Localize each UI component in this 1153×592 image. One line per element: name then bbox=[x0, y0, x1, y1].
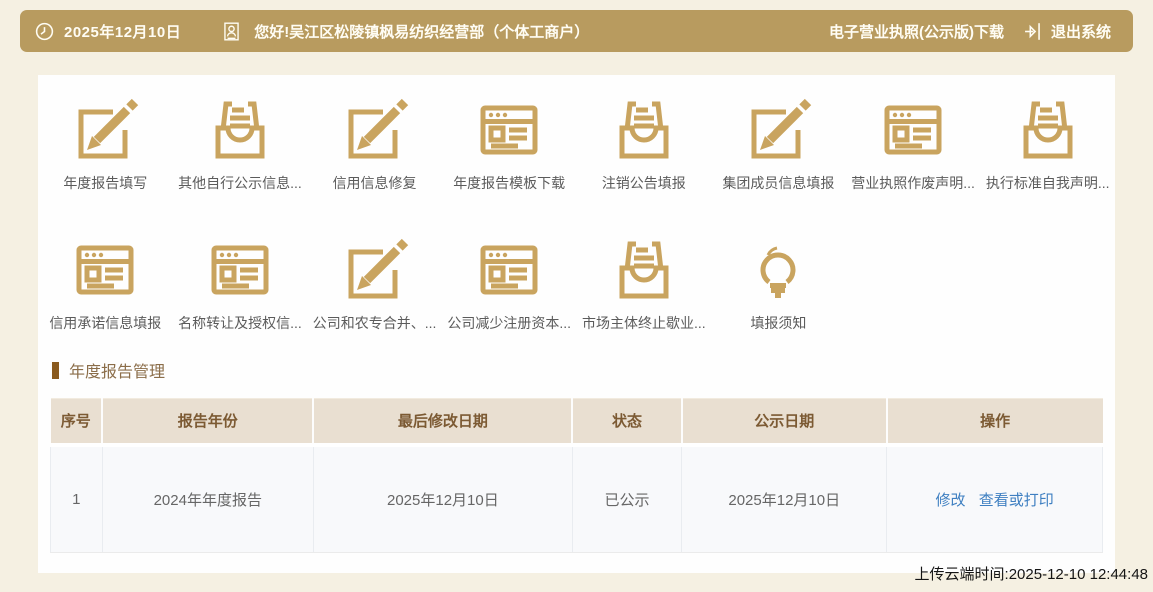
col-header-published: 公示日期 bbox=[681, 398, 888, 445]
inbox-icon bbox=[606, 238, 682, 302]
cell-actions: 修改 查看或打印 bbox=[886, 442, 1103, 553]
edit-icon bbox=[337, 238, 413, 302]
function-menu-grid: 年度报告填写 其他自行公示信息... 信用信息修复 年度报告模板下载 注销公告填… bbox=[38, 75, 1115, 334]
menu-item-label: 执行标准自我声明... bbox=[985, 175, 1110, 191]
view-or-print-link[interactable]: 查看或打印 bbox=[978, 491, 1054, 509]
browser-icon bbox=[471, 98, 547, 162]
menu-item-label: 注销公告填报 bbox=[601, 175, 686, 191]
section-title-marker bbox=[52, 361, 59, 379]
menu-item-business-suspension[interactable]: 市场主体终止歇业... bbox=[577, 238, 712, 334]
annual-report-table: 序号 报告年份 最后修改日期 状态 公示日期 操作 1 2024年年度报告 20… bbox=[50, 398, 1103, 553]
browser-icon bbox=[67, 238, 143, 302]
menu-item-label: 信用信息修复 bbox=[332, 175, 417, 191]
modify-link[interactable]: 修改 bbox=[935, 491, 966, 509]
logout-button[interactable]: 退出系统 bbox=[1050, 23, 1111, 41]
menu-item-template-download[interactable]: 年度报告模板下载 bbox=[442, 98, 577, 194]
user-greeting: 您好!吴江区松陵镇枫易纺织经营部（个体工商户） bbox=[254, 23, 590, 41]
content-panel: 年度报告填写 其他自行公示信息... 信用信息修复 年度报告模板下载 注销公告填… bbox=[38, 75, 1115, 573]
cell-index: 1 bbox=[50, 442, 103, 553]
menu-item-label: 公司减少注册资本... bbox=[447, 315, 572, 331]
menu-item-label: 年度报告模板下载 bbox=[453, 175, 566, 191]
logout-icon[interactable] bbox=[1022, 21, 1043, 42]
menu-item-label: 集团成员信息填报 bbox=[722, 175, 835, 191]
col-header-actions: 操作 bbox=[886, 398, 1103, 445]
menu-item-credit-commitment[interactable]: 信用承诺信息填报 bbox=[38, 238, 173, 334]
menu-item-credit-repair[interactable]: 信用信息修复 bbox=[307, 98, 442, 194]
table-header-row: 序号 报告年份 最后修改日期 状态 公示日期 操作 bbox=[50, 398, 1103, 445]
section-title: 年度报告管理 bbox=[52, 360, 1115, 381]
edit-icon bbox=[740, 98, 816, 162]
col-header-status: 状态 bbox=[572, 398, 683, 445]
edit-icon bbox=[337, 98, 413, 162]
menu-item-label: 填报须知 bbox=[750, 315, 807, 331]
inbox-icon bbox=[202, 98, 278, 162]
topbar: 2025年12月10日 您好!吴江区松陵镇枫易纺织经营部（个体工商户） 电子营业… bbox=[20, 10, 1133, 52]
menu-item-label: 营业执照作废声明... bbox=[851, 175, 975, 191]
menu-item-label: 年度报告填写 bbox=[63, 175, 148, 191]
cell-year: 2024年年度报告 bbox=[101, 442, 314, 553]
menu-item-name-transfer[interactable]: 名称转让及授权信... bbox=[173, 238, 308, 334]
section-title-text: 年度报告管理 bbox=[69, 364, 166, 381]
browser-icon bbox=[471, 238, 547, 302]
edit-icon bbox=[67, 98, 143, 162]
col-header-year: 报告年份 bbox=[102, 398, 315, 445]
current-date: 2025年12月10日 bbox=[64, 23, 182, 41]
menu-item-label: 信用承诺信息填报 bbox=[49, 315, 162, 331]
menu-item-filing-instructions[interactable]: 填报须知 bbox=[711, 238, 846, 334]
user-badge-icon bbox=[221, 21, 242, 42]
cell-published: 2025年12月10日 bbox=[681, 442, 888, 553]
col-header-index: 序号 bbox=[50, 398, 104, 445]
license-download-link[interactable]: 电子营业执照(公示版)下载 bbox=[828, 23, 1004, 41]
menu-item-group-member-info[interactable]: 集团成员信息填报 bbox=[711, 98, 846, 194]
menu-item-cancellation-notice[interactable]: 注销公告填报 bbox=[577, 98, 712, 194]
browser-icon bbox=[202, 238, 278, 302]
menu-item-capital-reduction[interactable]: 公司减少注册资本... bbox=[442, 238, 577, 334]
menu-item-other-public-info[interactable]: 其他自行公示信息... bbox=[173, 98, 308, 194]
upload-cloud-time: 上传云端时间:2025-12-10 12:44:48 bbox=[914, 566, 1148, 583]
inbox-icon bbox=[606, 98, 682, 162]
menu-item-label: 名称转让及授权信... bbox=[178, 315, 302, 331]
menu-item-label: 市场主体终止歇业... bbox=[581, 315, 706, 331]
menu-item-standard-self-declare[interactable]: 执行标准自我声明... bbox=[980, 98, 1115, 194]
menu-item-label: 公司和农专合并、... bbox=[312, 315, 437, 331]
cell-status: 已公示 bbox=[571, 442, 683, 553]
col-header-modified: 最后修改日期 bbox=[313, 398, 574, 445]
table-row: 1 2024年年度报告 2025年12月10日 已公示 2025年12月10日 … bbox=[50, 442, 1103, 553]
bulb-icon bbox=[740, 238, 816, 302]
menu-item-annual-report-fill[interactable]: 年度报告填写 bbox=[38, 98, 173, 194]
cell-modified: 2025年12月10日 bbox=[312, 442, 573, 553]
clock-icon bbox=[34, 21, 55, 42]
browser-icon bbox=[875, 98, 951, 162]
menu-item-label: 其他自行公示信息... bbox=[178, 175, 302, 191]
menu-item-license-void-declare[interactable]: 营业执照作废声明... bbox=[846, 98, 981, 194]
menu-item-company-merge[interactable]: 公司和农专合并、... bbox=[307, 238, 442, 334]
inbox-icon bbox=[1010, 98, 1086, 162]
